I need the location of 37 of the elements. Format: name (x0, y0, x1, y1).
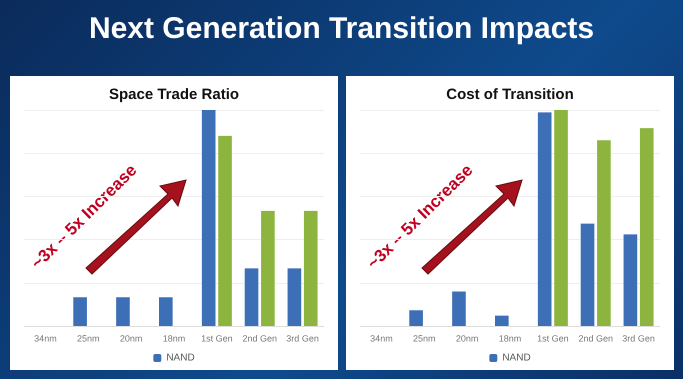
x-tick-label: 1st Gen (537, 334, 569, 344)
bar (261, 210, 275, 326)
bar (452, 291, 466, 326)
bar (73, 297, 87, 326)
x-tick-label: 3rd Gen (622, 334, 655, 344)
bar (202, 110, 216, 326)
bar (597, 140, 611, 326)
legend-label: NAND (166, 352, 195, 364)
bar (159, 297, 173, 326)
x-tick-label: 3rd Gen (286, 334, 319, 344)
bar (624, 234, 638, 326)
x-tick-label: 2nd Gen (242, 334, 277, 344)
x-tick-label: 1st Gen (201, 334, 233, 344)
chart-subtitle: Space Trade Ratio (108, 86, 240, 103)
x-tick-label: 18nm (498, 334, 522, 344)
chart-title: Next Generation Transition Impacts (88, 12, 596, 46)
chart-title: Cost of Transition (446, 86, 574, 103)
bar (244, 268, 258, 326)
x-tick-label: 34nm (34, 334, 57, 344)
bar (116, 297, 130, 326)
x-tick-label: 25nm (77, 334, 100, 344)
x-tick-label: 18nm (162, 334, 186, 344)
x-tick-label: 34nm (370, 334, 393, 344)
bar (409, 310, 423, 326)
bar (495, 316, 509, 326)
bar (640, 128, 654, 326)
bar (218, 136, 232, 326)
legend-label: NAND (502, 352, 531, 364)
x-tick-label: 25nm (413, 334, 436, 344)
bar (580, 224, 594, 326)
bar (304, 210, 318, 326)
x-tick-label: 20nm (456, 334, 478, 344)
bar (554, 110, 568, 326)
x-tick-label: 2nd Gen (578, 334, 613, 344)
x-tick-label: 20nm (120, 334, 142, 344)
bar (538, 112, 552, 326)
bar (288, 268, 302, 326)
